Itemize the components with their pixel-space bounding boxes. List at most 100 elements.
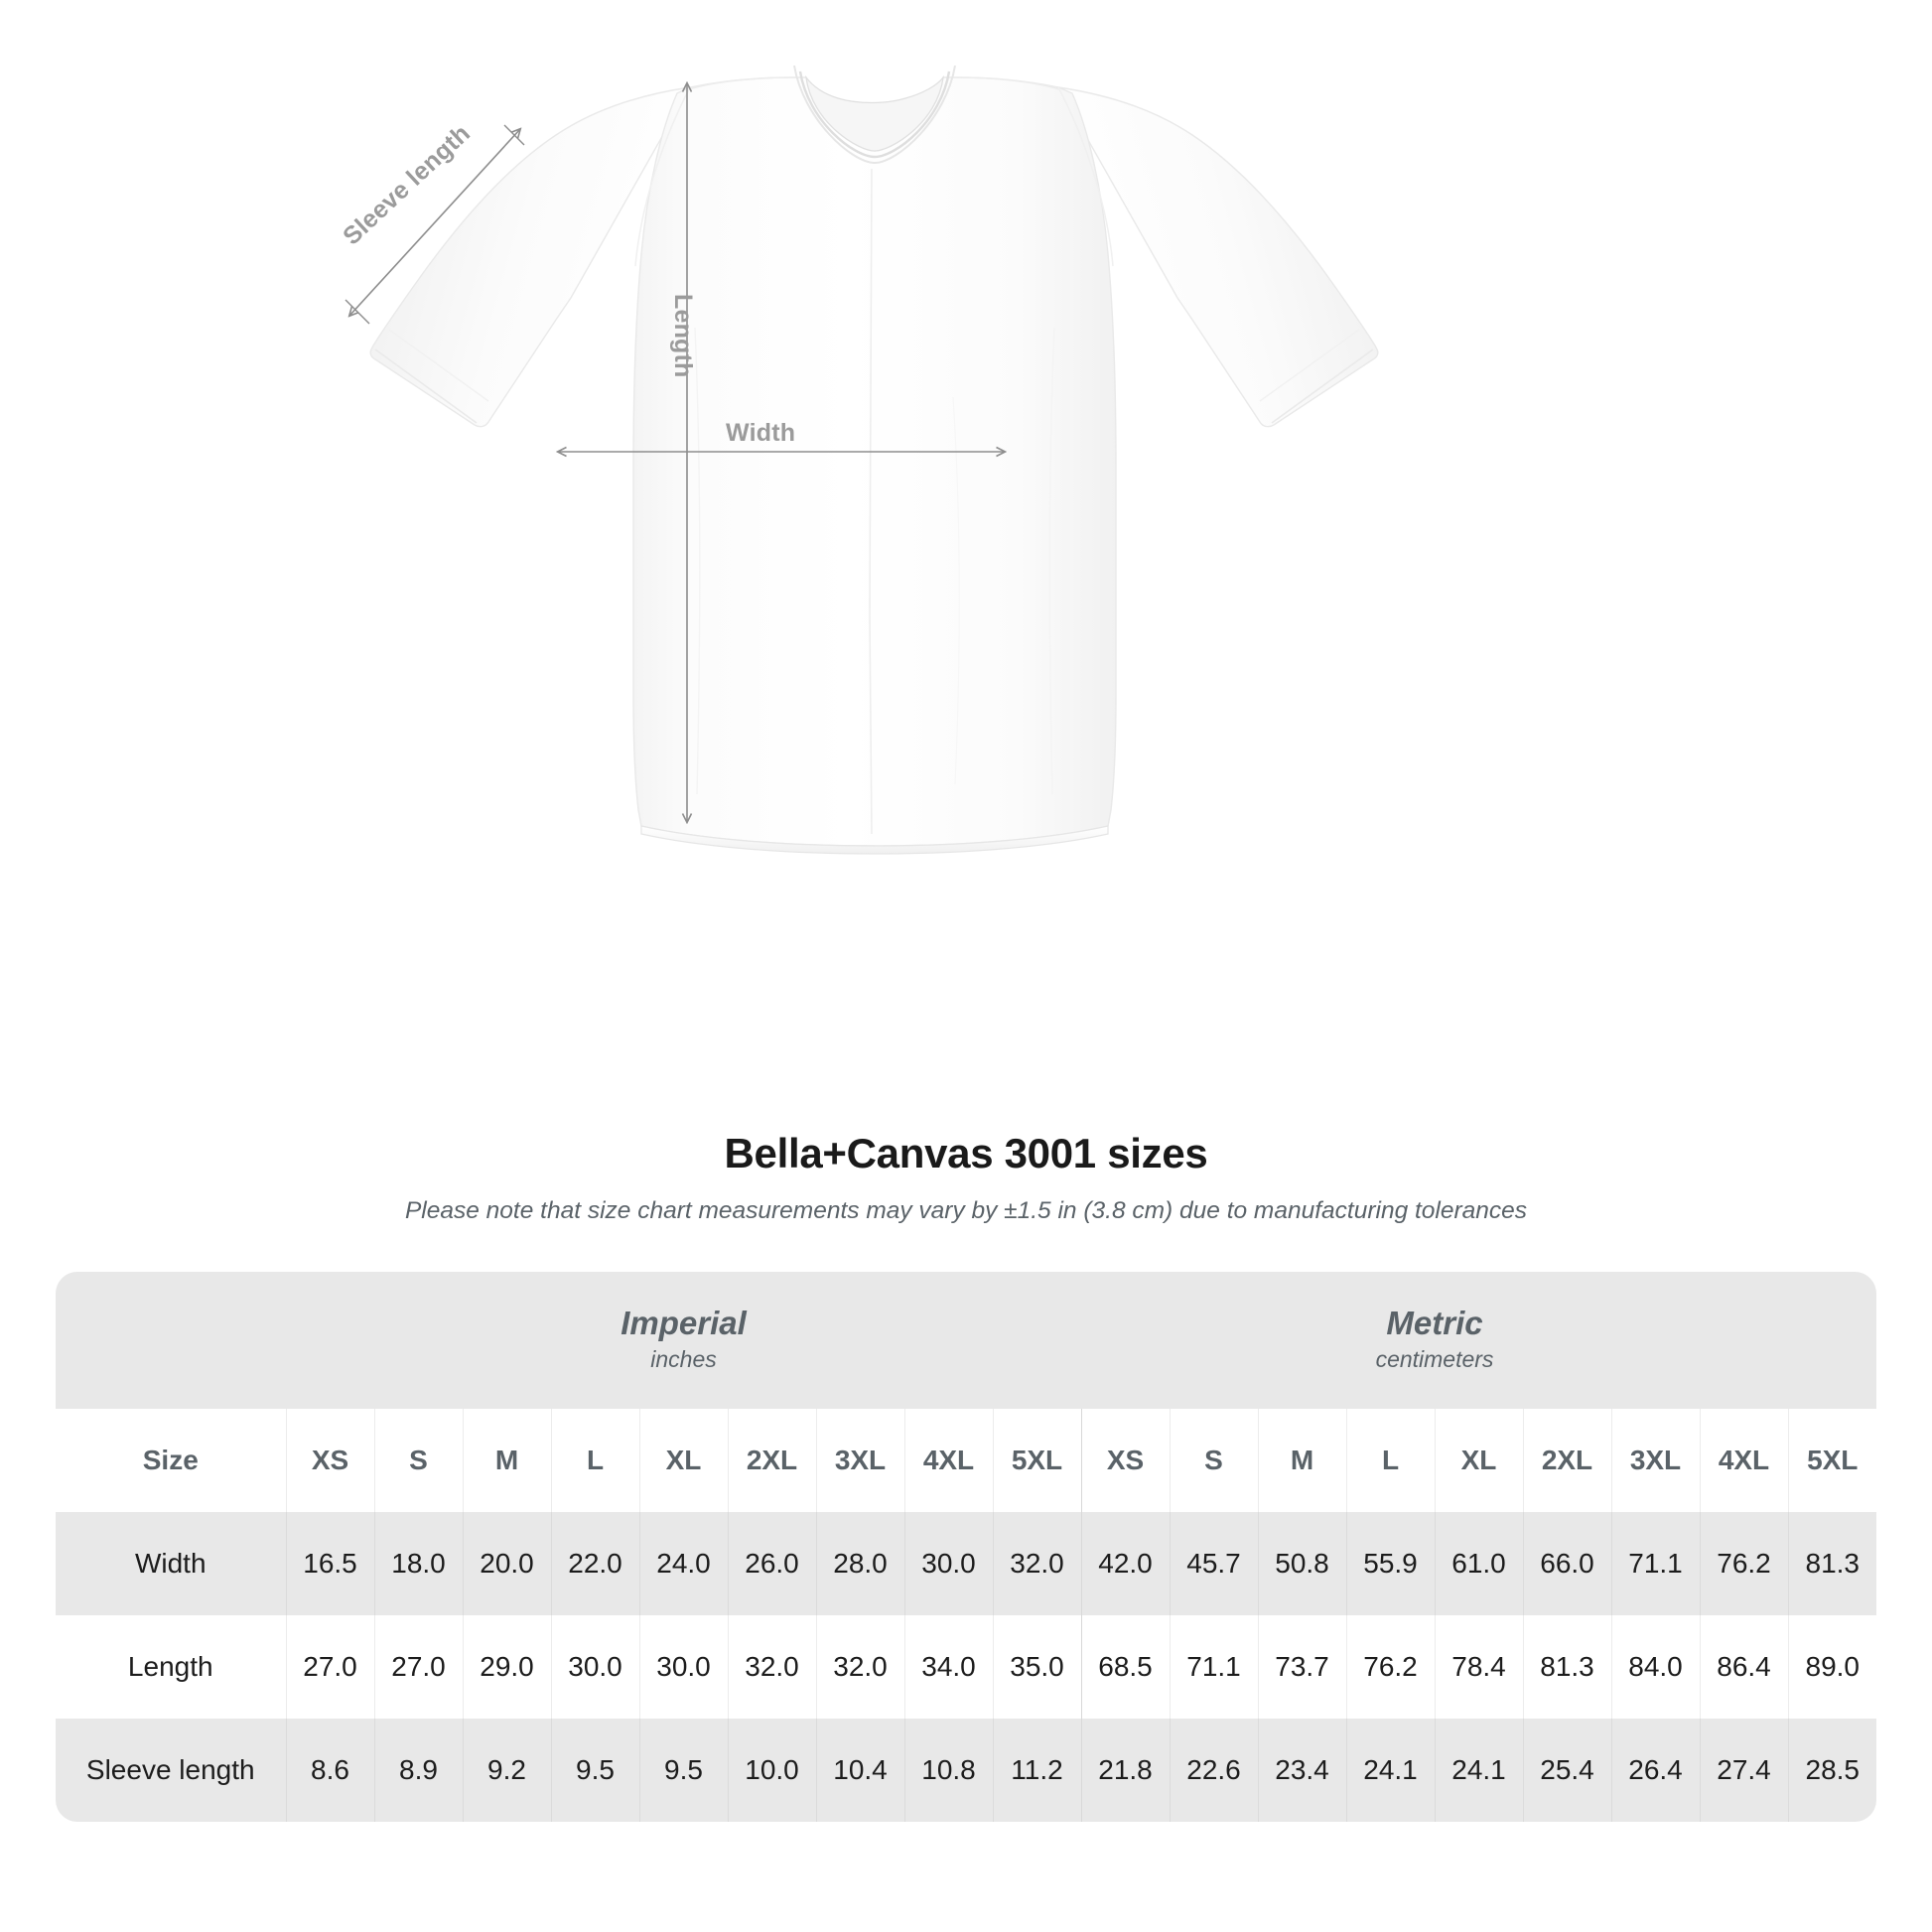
size-header-metric-s: S <box>1169 1409 1258 1512</box>
size-header-metric-3xl: 3XL <box>1610 1409 1700 1512</box>
cell-sleeve-metric-m: 23.4 <box>1257 1719 1346 1822</box>
cell-width-imperial-3xl: 28.0 <box>815 1512 904 1615</box>
cell-length-metric-2xl: 81.3 <box>1522 1615 1611 1719</box>
cell-sleeve-imperial-5xl: 11.2 <box>992 1719 1081 1822</box>
cell-length-imperial-xl: 30.0 <box>638 1615 728 1719</box>
unit-name-imperial: Imperial <box>621 1304 747 1341</box>
cell-sleeve-metric-2xl: 25.4 <box>1522 1719 1611 1822</box>
cell-sleeve-imperial-s: 8.9 <box>373 1719 463 1822</box>
row-label-length: Length <box>127 1651 213 1682</box>
cell-length-metric-xs: 68.5 <box>1080 1615 1170 1719</box>
cell-length-imperial-m: 29.0 <box>462 1615 551 1719</box>
unit-banner-spacer-right <box>1788 1272 1876 1409</box>
cell-width-metric-m: 50.8 <box>1257 1512 1346 1615</box>
cell-sleeve-imperial-xs: 8.6 <box>285 1719 374 1822</box>
cell-sleeve-imperial-3xl: 10.4 <box>815 1719 904 1822</box>
cell-width-imperial-5xl: 32.0 <box>992 1512 1081 1615</box>
cell-width-imperial-l: 22.0 <box>550 1512 639 1615</box>
cell-width-imperial-2xl: 26.0 <box>727 1512 816 1615</box>
page-title: Bella+Canvas 3001 sizes <box>724 1130 1208 1176</box>
size-header-metric-l: L <box>1345 1409 1435 1512</box>
size-header-row: Size XS S M L XL 2XL 3XL 4XL 5XL XS S M … <box>56 1409 1876 1512</box>
size-header-imperial-5xl: 5XL <box>992 1409 1081 1512</box>
size-chart-table-container: Imperial inches Metric centimeters Size … <box>56 1272 1876 1822</box>
length-annotation: Length <box>669 294 697 378</box>
size-header-metric-5xl: 5XL <box>1787 1409 1876 1512</box>
cell-sleeve-imperial-l: 9.5 <box>550 1719 639 1822</box>
size-chart-table: Imperial inches Metric centimeters Size … <box>56 1272 1876 1822</box>
cell-sleeve-imperial-2xl: 10.0 <box>727 1719 816 1822</box>
cell-sleeve-imperial-4xl: 10.8 <box>903 1719 993 1822</box>
unit-sub-imperial: inches <box>650 1345 717 1372</box>
cell-width-imperial-m: 20.0 <box>462 1512 551 1615</box>
row-label-sleeve-length: Sleeve length <box>85 1754 255 1785</box>
cell-length-imperial-5xl: 35.0 <box>992 1615 1081 1719</box>
cell-sleeve-imperial-m: 9.2 <box>462 1719 551 1822</box>
cell-sleeve-metric-s: 22.6 <box>1169 1719 1258 1822</box>
column-header-size: Size <box>142 1445 199 1475</box>
sleeve-length-arrow <box>349 129 520 316</box>
cell-length-imperial-3xl: 32.0 <box>815 1615 904 1719</box>
cell-length-metric-m: 73.7 <box>1257 1615 1346 1719</box>
unit-banner-row: Imperial inches Metric centimeters <box>56 1272 1876 1409</box>
table-row: Width 16.5 18.0 20.0 22.0 24.0 26.0 28.0… <box>56 1512 1876 1615</box>
cell-width-metric-xl: 61.0 <box>1434 1512 1523 1615</box>
size-header-metric-xs: XS <box>1080 1409 1170 1512</box>
size-header-imperial-l: L <box>550 1409 639 1512</box>
size-header-imperial-xl: XL <box>638 1409 728 1512</box>
cell-sleeve-metric-3xl: 26.4 <box>1610 1719 1700 1822</box>
cell-sleeve-imperial-xl: 9.5 <box>638 1719 728 1822</box>
cell-length-metric-5xl: 89.0 <box>1787 1615 1876 1719</box>
cell-length-metric-s: 71.1 <box>1169 1615 1258 1719</box>
shirt-shape <box>369 65 1379 855</box>
cell-width-metric-xs: 42.0 <box>1080 1512 1170 1615</box>
cell-length-imperial-l: 30.0 <box>550 1615 639 1719</box>
cell-width-metric-4xl: 76.2 <box>1699 1512 1788 1615</box>
cell-length-metric-l: 76.2 <box>1345 1615 1435 1719</box>
cell-length-metric-xl: 78.4 <box>1434 1615 1523 1719</box>
measurement-arrows <box>345 83 1005 822</box>
row-label-width: Width <box>134 1548 207 1579</box>
table-row: Length 27.0 27.0 29.0 30.0 30.0 32.0 32.… <box>56 1615 1876 1719</box>
t-shirt-illustration <box>345 65 1379 855</box>
cell-width-imperial-xl: 24.0 <box>638 1512 728 1615</box>
chart-heading: Bella+Canvas 3001 sizes Please note that… <box>0 1130 1932 1225</box>
cell-width-imperial-s: 18.0 <box>373 1512 463 1615</box>
unit-group-imperial: Imperial inches <box>286 1272 1081 1409</box>
size-header-metric-2xl: 2XL <box>1522 1409 1611 1512</box>
page-subtitle: Please note that size chart measurements… <box>404 1197 1528 1224</box>
size-header-imperial-m: M <box>462 1409 551 1512</box>
cell-length-imperial-s: 27.0 <box>373 1615 463 1719</box>
cell-width-imperial-4xl: 30.0 <box>903 1512 993 1615</box>
cell-length-imperial-4xl: 34.0 <box>903 1615 993 1719</box>
cell-sleeve-metric-xs: 21.8 <box>1080 1719 1170 1822</box>
unit-group-metric: Metric centimeters <box>1081 1272 1788 1409</box>
t-shirt-measurement-diagram: Sleeve length Length Width <box>338 65 1379 855</box>
unit-sub-metric: centimeters <box>1375 1345 1494 1372</box>
cell-length-metric-3xl: 84.0 <box>1610 1615 1700 1719</box>
cell-length-metric-4xl: 86.4 <box>1699 1615 1788 1719</box>
size-header-imperial-xs: XS <box>285 1409 374 1512</box>
cell-sleeve-metric-4xl: 27.4 <box>1699 1719 1788 1822</box>
size-header-metric-xl: XL <box>1434 1409 1523 1512</box>
cell-length-imperial-2xl: 32.0 <box>727 1615 816 1719</box>
unit-banner-spacer <box>56 1272 286 1409</box>
cell-width-metric-5xl: 81.3 <box>1787 1512 1876 1615</box>
cell-width-imperial-xs: 16.5 <box>285 1512 374 1615</box>
cell-length-imperial-xs: 27.0 <box>285 1615 374 1719</box>
size-header-imperial-4xl: 4XL <box>903 1409 993 1512</box>
cell-width-metric-l: 55.9 <box>1345 1512 1435 1615</box>
table-row: Sleeve length 8.6 8.9 9.2 9.5 9.5 10.0 1… <box>56 1719 1876 1822</box>
size-header-imperial-s: S <box>373 1409 463 1512</box>
size-header-imperial-2xl: 2XL <box>727 1409 816 1512</box>
width-annotation: Width <box>726 419 796 447</box>
cell-sleeve-metric-xl: 24.1 <box>1434 1719 1523 1822</box>
cell-sleeve-metric-5xl: 28.5 <box>1787 1719 1876 1822</box>
size-header-metric-4xl: 4XL <box>1699 1409 1788 1512</box>
cell-width-metric-s: 45.7 <box>1169 1512 1258 1615</box>
unit-name-metric: Metric <box>1386 1304 1483 1341</box>
cell-width-metric-2xl: 66.0 <box>1522 1512 1611 1615</box>
cell-sleeve-metric-l: 24.1 <box>1345 1719 1435 1822</box>
cell-width-metric-3xl: 71.1 <box>1610 1512 1700 1615</box>
